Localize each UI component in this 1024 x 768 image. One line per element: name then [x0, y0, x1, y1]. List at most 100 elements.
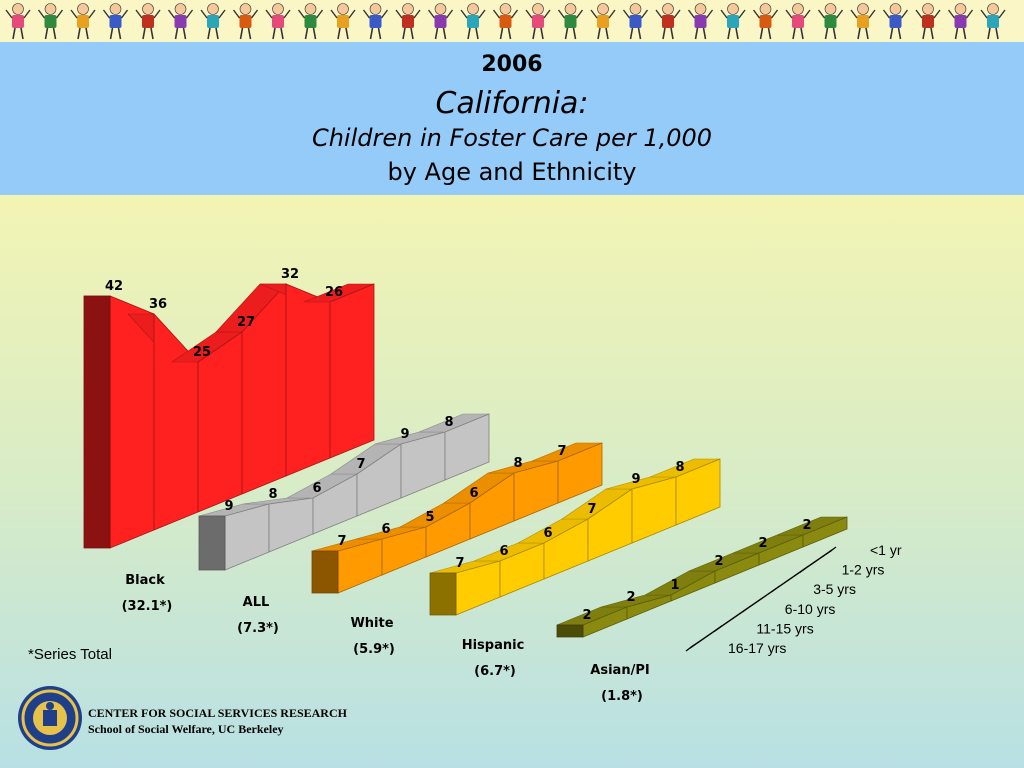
child-head — [174, 3, 187, 15]
child-leg — [897, 27, 902, 40]
child-leg — [792, 27, 796, 40]
child-head — [792, 3, 804, 15]
child-leg — [109, 27, 114, 40]
child-leg — [824, 27, 829, 40]
chart-subtitle-line2: by Age and Ethnicity — [387, 158, 637, 186]
data-label: 7 — [587, 502, 596, 517]
child-head — [629, 3, 642, 15]
child-arm — [167, 9, 176, 19]
child-leg — [662, 27, 666, 40]
child-head — [987, 3, 999, 15]
data-label: 26 — [325, 285, 343, 300]
child-figure — [687, 3, 714, 40]
child-arm — [283, 9, 291, 19]
child-figure — [395, 3, 421, 40]
child-leg — [865, 27, 869, 40]
child-leg — [694, 27, 699, 40]
child-head — [12, 3, 24, 15]
child-leg — [735, 27, 739, 40]
child-leg — [857, 27, 861, 40]
child-head — [857, 3, 869, 15]
child-figure — [167, 3, 194, 40]
child-arm — [445, 9, 454, 19]
child-body — [889, 15, 902, 28]
child-figure — [135, 3, 161, 40]
child-arm — [655, 9, 663, 19]
child-leg — [304, 27, 309, 40]
child-head — [499, 3, 512, 15]
ribbon-front-face — [329, 283, 375, 459]
child-leg — [52, 27, 57, 40]
data-label: 6 — [543, 526, 552, 541]
child-arm — [980, 9, 988, 19]
child-arm — [915, 9, 923, 19]
chart-state: California: — [435, 86, 589, 121]
child-body — [304, 15, 317, 28]
child-leg — [280, 27, 284, 40]
child-arm — [153, 9, 161, 19]
child-head — [922, 3, 934, 15]
child-leg — [922, 27, 926, 40]
child-body — [174, 15, 187, 28]
child-figure — [947, 3, 974, 40]
child-leg — [377, 27, 382, 40]
child-figure — [5, 3, 31, 40]
age-tick-label: 3-5 yrs — [813, 581, 856, 597]
data-label: 8 — [513, 456, 522, 471]
child-head — [694, 3, 707, 15]
child-head — [889, 3, 902, 15]
child-head — [759, 3, 772, 15]
child-arm — [557, 9, 566, 19]
child-leg — [182, 27, 187, 40]
series-total-label: (5.9*) — [353, 642, 395, 657]
child-arm — [705, 9, 714, 19]
child-arm — [850, 9, 858, 19]
child-leg — [272, 27, 276, 40]
age-tick-label: 16-17 yrs — [728, 640, 786, 656]
child-body — [532, 15, 544, 28]
child-leg — [759, 27, 764, 40]
child-leg — [402, 27, 406, 40]
child-arm — [543, 9, 551, 19]
child-leg — [930, 27, 934, 40]
child-leg — [312, 27, 317, 40]
child-head — [564, 3, 577, 15]
kids-banner — [0, 0, 1024, 42]
child-leg — [507, 27, 512, 40]
child-leg — [247, 27, 252, 40]
org-school: School of Social Welfare, UC Berkeley — [88, 722, 284, 736]
child-body — [239, 15, 252, 28]
age-tick-label: 1-2 yrs — [842, 562, 885, 578]
age-axis-tick — [742, 605, 752, 613]
child-head — [109, 3, 122, 15]
child-leg — [345, 27, 349, 40]
ribbon-end-cap — [83, 295, 111, 549]
child-arm — [413, 9, 421, 19]
child-body — [824, 15, 837, 28]
series-name-label: Asian/PI — [590, 663, 649, 678]
child-body — [434, 15, 447, 28]
series-total-label: (1.8*) — [601, 689, 643, 704]
child-body — [922, 15, 934, 28]
child-arm — [232, 9, 241, 19]
child-body — [109, 15, 122, 28]
child-arm — [608, 9, 616, 19]
child-figure — [785, 3, 811, 40]
child-arm — [218, 9, 226, 19]
child-head — [467, 3, 479, 15]
series-total-label: (32.1*) — [122, 599, 173, 614]
ribbon-front-face — [444, 413, 490, 481]
ribbon-end-cap — [311, 550, 339, 594]
child-arm — [770, 9, 779, 19]
child-figure — [557, 3, 584, 40]
child-arm — [135, 9, 143, 19]
child-arm — [297, 9, 306, 19]
child-arm — [5, 9, 13, 19]
child-arm — [965, 9, 974, 19]
child-figure — [622, 3, 649, 40]
ribbon-end-cap — [198, 515, 226, 571]
child-body — [727, 15, 739, 28]
child-body — [12, 15, 24, 28]
series-asian-pi: 2 2 1 2 2 2 — [556, 516, 848, 638]
chart-subtitle-line1: Children in Foster Care per 1,000 — [311, 124, 713, 152]
